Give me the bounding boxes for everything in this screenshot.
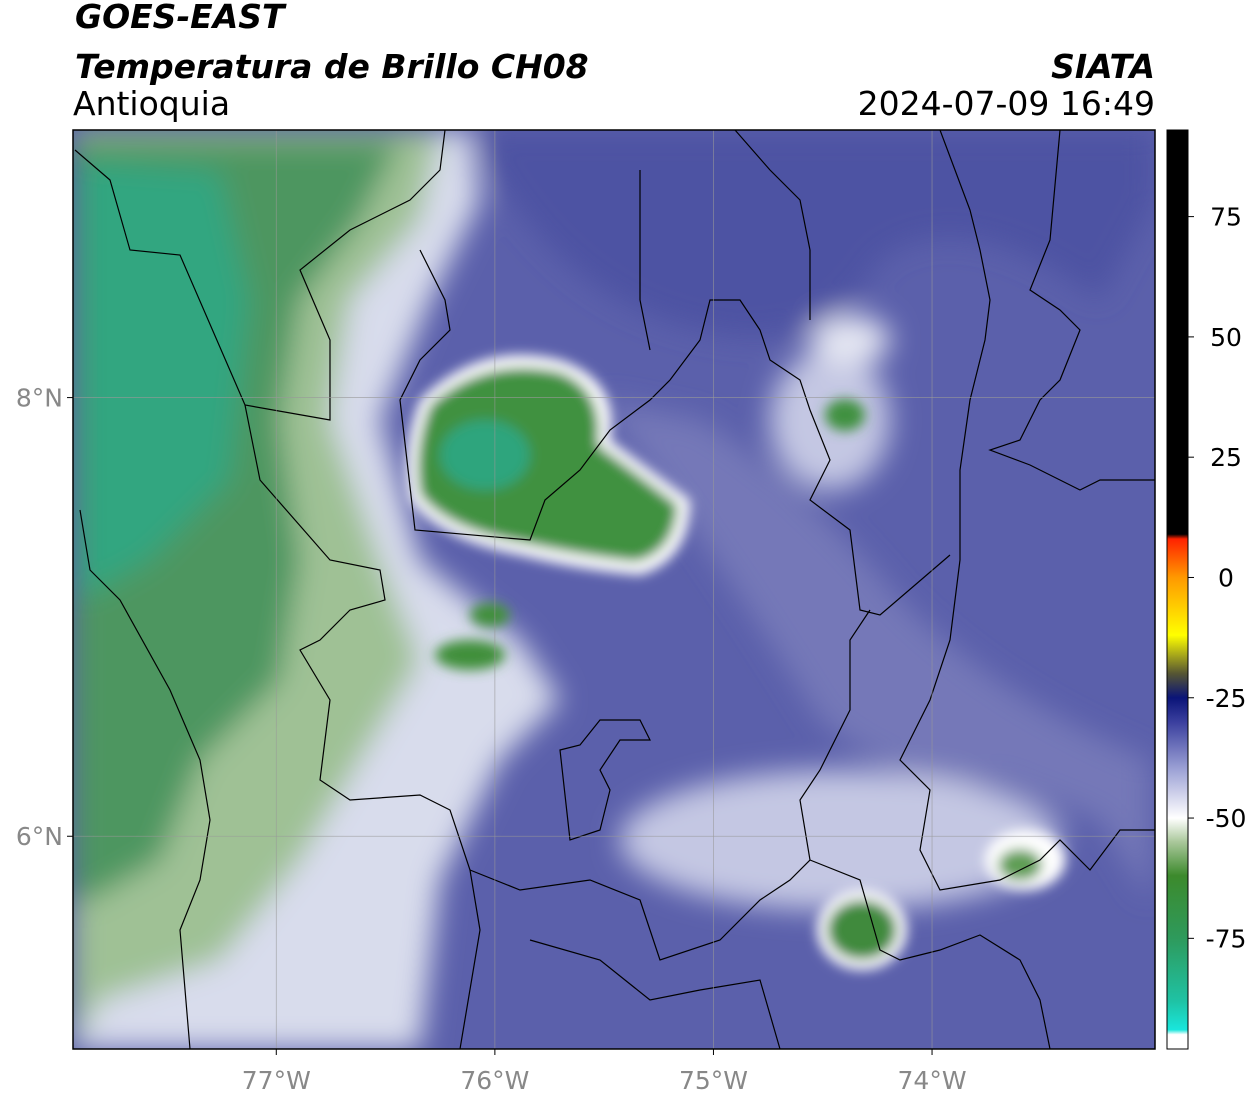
region: Antioquia xyxy=(73,84,230,123)
colorbar xyxy=(1166,129,1189,1050)
x-tick-label: 77°W xyxy=(242,1066,311,1095)
title: GOES-EAST xyxy=(75,0,287,36)
colorbar-tick-label: 25 xyxy=(1210,443,1242,472)
colorbar-tick-label: -25 xyxy=(1206,684,1247,713)
subtitle: Temperatura de Brillo CH08 xyxy=(75,47,589,86)
x-tick-label: 74°W xyxy=(898,1066,967,1095)
source: SIATA xyxy=(1051,47,1155,86)
colorbar-tick-label: -50 xyxy=(1206,804,1247,833)
datetime: 2024-07-09 16:49 xyxy=(858,84,1155,123)
colorbar-tick-label: 0 xyxy=(1218,563,1234,592)
colorbar-tick-label: 50 xyxy=(1210,323,1242,352)
satellite-image xyxy=(73,130,1155,1049)
colorbar-tick-label: 75 xyxy=(1210,203,1242,232)
x-tick-label: 76°W xyxy=(460,1066,529,1095)
colorbar-tick-label: -75 xyxy=(1206,924,1247,953)
y-tick-label: 8°N xyxy=(16,384,63,413)
y-tick-label: 6°N xyxy=(16,822,63,851)
map-frame xyxy=(72,129,1156,1050)
borders xyxy=(74,130,1155,1049)
x-tick-label: 75°W xyxy=(679,1066,748,1095)
grid xyxy=(73,130,1155,1049)
